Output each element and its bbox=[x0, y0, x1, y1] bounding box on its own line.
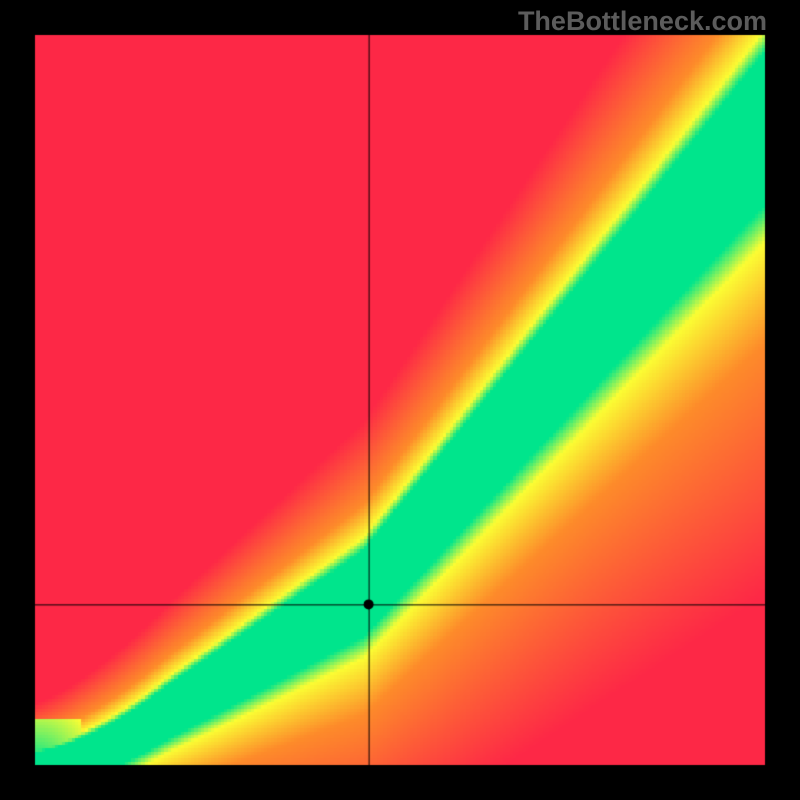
bottleneck-heatmap bbox=[0, 0, 800, 800]
watermark-text: TheBottleneck.com bbox=[518, 6, 767, 37]
chart-container: TheBottleneck.com bbox=[0, 0, 800, 800]
